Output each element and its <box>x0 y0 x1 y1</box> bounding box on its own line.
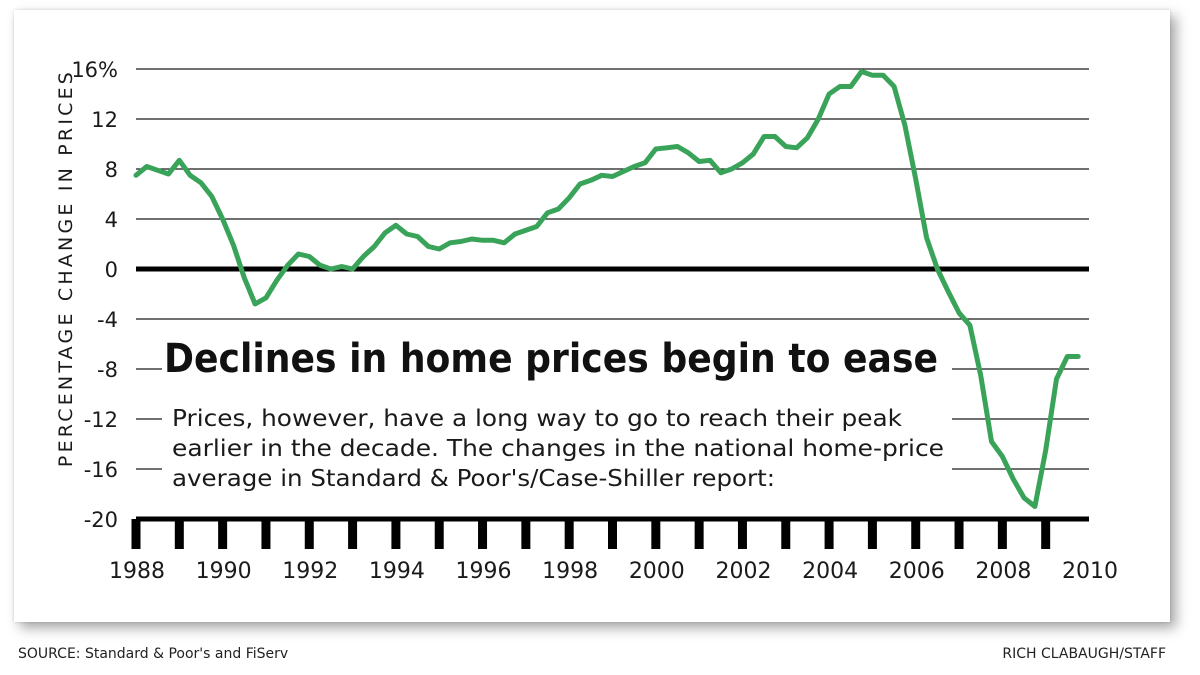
y-tick-label: -8 <box>97 358 118 382</box>
year-tick <box>1041 519 1051 549</box>
year-tick <box>434 519 444 549</box>
year-tick <box>651 519 661 549</box>
x-tick-label: 1990 <box>196 559 252 584</box>
y-tick-label: -4 <box>97 308 118 332</box>
subtitle-line-1: Prices, however, have a long way to go t… <box>172 406 903 432</box>
chart-title: Declines in home prices begin to ease <box>164 336 938 382</box>
year-tick <box>304 519 314 549</box>
year-tick <box>997 519 1007 549</box>
year-tick <box>131 519 141 549</box>
year-tick <box>608 519 617 549</box>
year-tick <box>911 519 921 549</box>
year-tick <box>954 519 964 549</box>
y-axis-ticks: 16% 12 8 4 0 -4 -8 -12 -16 -20 <box>71 58 118 532</box>
subtitle-line-3: average in Standard & Poor's/Case-Shille… <box>172 466 775 492</box>
y-tick-label: 4 <box>105 208 118 232</box>
x-tick-label: 2008 <box>975 559 1031 584</box>
x-tick-label: 1994 <box>369 559 425 584</box>
year-tick <box>867 519 877 549</box>
credit-line: RICH CLABAUGH/STAFF <box>1002 646 1166 662</box>
year-tick <box>218 519 228 549</box>
x-axis: 1988 1990 1992 1994 1996 1998 2000 2002 2004 2006… <box>109 516 1118 584</box>
x-tick-label: 2002 <box>715 559 771 584</box>
year-tick <box>737 519 747 549</box>
y-tick-label: -12 <box>84 408 118 432</box>
year-tick <box>391 519 401 549</box>
x-tick-label: 2004 <box>802 559 858 584</box>
year-tick <box>348 519 358 549</box>
year-tick <box>478 519 488 549</box>
series-layer <box>133 69 1081 509</box>
y-tick-label: 0 <box>105 258 118 282</box>
subtitle-line-2: earlier in the decade. The changes in th… <box>172 436 944 462</box>
y-tick-label: -20 <box>84 508 118 532</box>
x-tick-label: 1996 <box>456 559 512 584</box>
y-tick-label: -16 <box>84 458 118 482</box>
year-tick <box>564 519 574 549</box>
x-tick-label: 2000 <box>629 559 685 584</box>
title-backdrop <box>162 320 952 495</box>
year-tick <box>824 519 834 549</box>
y-tick-label: 8 <box>105 158 118 182</box>
x-tick-label: 1998 <box>542 559 598 584</box>
y-tick-label: 16% <box>71 58 118 82</box>
chart-card: 16% 12 8 4 0 -4 -8 -12 -16 -20 1988 1990 1992 1994 19… <box>14 10 1170 622</box>
source-note: SOURCE: Standard & Poor's and FiServ <box>18 646 289 662</box>
year-tick <box>261 519 271 549</box>
x-tick-label: 1992 <box>282 559 338 584</box>
x-tick-label: 2010 <box>1062 559 1118 584</box>
year-tick <box>521 519 531 549</box>
x-tick-label: 1988 <box>109 559 165 584</box>
x-tick-label: 2006 <box>889 559 945 584</box>
year-tick <box>781 519 791 549</box>
y-axis-label: PERCENTAGE CHANGE IN PRICES <box>55 69 77 467</box>
year-tick <box>174 519 184 549</box>
series-line <box>133 69 1081 509</box>
year-tick <box>694 519 704 549</box>
y-tick-label: 12 <box>91 108 118 132</box>
